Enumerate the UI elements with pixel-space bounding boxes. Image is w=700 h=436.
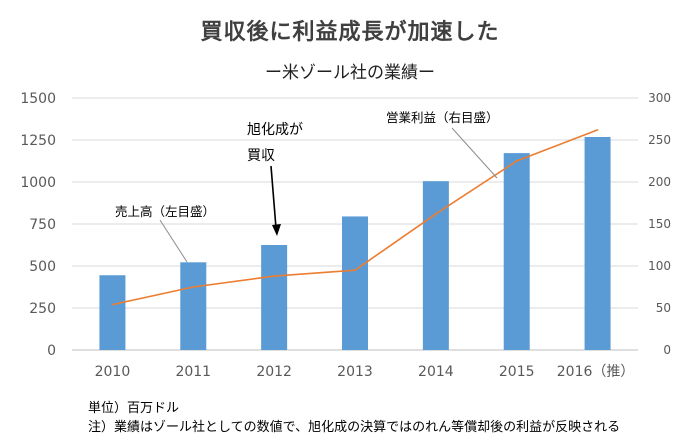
profit-point-2011	[192, 286, 195, 288]
profit-point-2010	[111, 303, 114, 306]
right-tick-label: 200	[648, 175, 671, 189]
chart-title: 買収後に利益成長が加速した	[200, 20, 500, 45]
left-tick-label: 1250	[20, 133, 56, 149]
right-tick-label: 100	[648, 259, 671, 273]
right-tick-label: 0	[663, 343, 671, 357]
x-axis: 2010 2011 2012 2013 2014 2015 2016（推）	[95, 364, 635, 380]
acquisition-label-line1: 旭化成が	[247, 122, 303, 138]
right-tick-label: 50	[656, 301, 671, 315]
x-tick-label: 2011	[175, 364, 211, 380]
acquisition-label-line2: 買収	[247, 148, 275, 164]
profit-point-2013	[354, 269, 356, 272]
sales-leader-line	[159, 219, 188, 263]
left-axis: 0 250 500 750 1000 1250 1500	[20, 91, 56, 359]
left-tick-label: 0	[47, 343, 56, 359]
x-tick-label: 2010	[95, 364, 131, 380]
left-tick-label: 1500	[20, 91, 56, 107]
bar-2013	[342, 216, 368, 350]
bar-2011	[180, 262, 207, 350]
right-tick-label: 300	[648, 91, 671, 105]
profit-point-2016（推）	[596, 129, 599, 131]
bar-2012	[261, 245, 288, 350]
x-tick-label: 2016（推）	[557, 364, 635, 380]
left-tick-label: 250	[29, 301, 56, 317]
bar-series	[99, 136, 611, 350]
profit-point-2015	[515, 160, 518, 162]
right-tick-label: 150	[648, 217, 671, 231]
acquisition-arrow-line	[270, 165, 277, 229]
unit-note: 単位）百万ドル	[88, 401, 180, 416]
x-tick-label: 2015	[499, 364, 535, 380]
profit-series-label: 営業利益（右目盛）	[386, 110, 499, 125]
left-tick-label: 750	[29, 217, 56, 233]
bar-2016（推）	[584, 136, 611, 350]
acquisition-arrow-head	[272, 224, 281, 236]
bar-2010	[99, 275, 126, 350]
profit-leader-line	[451, 127, 498, 179]
x-tick-label: 2012	[256, 364, 292, 380]
chart-subtitle: ー米ゾール社の業績ー	[265, 63, 435, 83]
x-tick-label: 2014	[418, 364, 454, 380]
left-tick-label: 1000	[20, 175, 56, 191]
sales-series-label: 売上高（左目盛）	[115, 204, 215, 219]
bar-2015	[503, 153, 530, 350]
line-series	[111, 129, 599, 306]
footnote: 注）業績はゾール社としての数値で、旭化成の決算ではのれん等償却後の利益が反映され…	[88, 420, 621, 435]
left-tick-label: 500	[29, 259, 56, 275]
right-axis: 0 50 100 150 200 250 300	[648, 91, 671, 357]
x-tick-label: 2013	[337, 364, 373, 380]
profit-point-2012	[273, 275, 275, 277]
right-tick-label: 250	[648, 133, 671, 147]
bar-2014	[422, 181, 449, 350]
profit-point-2014	[435, 213, 437, 215]
